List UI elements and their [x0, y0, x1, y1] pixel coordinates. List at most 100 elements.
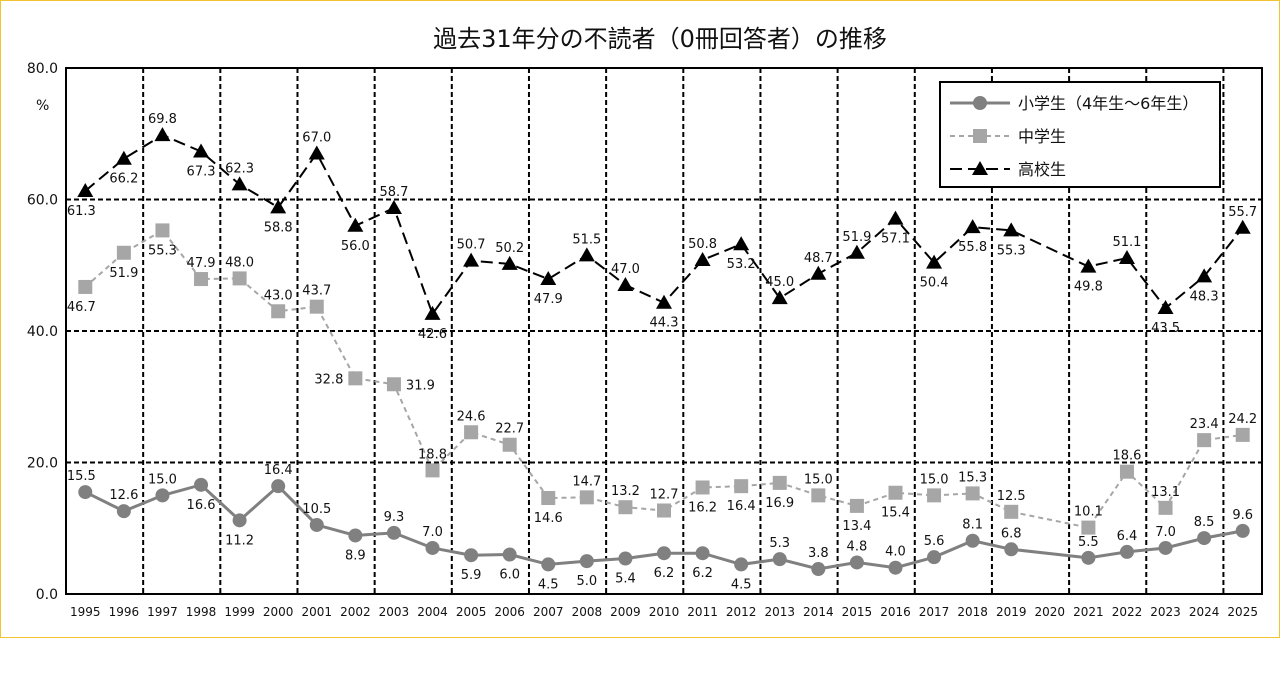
data-label: 48.3	[1190, 289, 1219, 304]
legend-label: 小学生（4年生～6年生）	[1018, 94, 1198, 113]
data-label: 22.7	[495, 422, 524, 437]
data-label: 50.4	[920, 276, 949, 291]
data-label: 47.0	[611, 262, 640, 277]
x-tick-label: 2025	[1227, 605, 1258, 619]
circle-marker	[618, 551, 633, 566]
x-tick-label: 2003	[379, 605, 410, 619]
data-label: 42.6	[418, 327, 447, 342]
triangle-marker	[887, 210, 904, 225]
data-label: 51.1	[1112, 235, 1141, 250]
legend-item: 高校生	[950, 160, 1066, 179]
square-marker	[657, 503, 671, 518]
triangle-marker	[810, 265, 827, 280]
data-label: 57.1	[881, 232, 910, 247]
chart-title: 過去31年分の不読者（0冊回答者）の推移	[433, 25, 887, 53]
x-tick-label: 2005	[456, 605, 487, 619]
series-circle	[78, 477, 1250, 577]
square-marker	[155, 223, 170, 238]
data-label: 16.4	[727, 499, 756, 514]
data-label: 69.8	[148, 112, 177, 127]
data-label: 6.2	[692, 566, 713, 581]
data-label: 58.7	[379, 185, 408, 200]
triangle-marker	[617, 276, 634, 291]
circle-marker	[965, 533, 980, 548]
y-tick-label: 20.0	[27, 456, 58, 472]
square-marker	[973, 129, 987, 143]
data-label: 14.6	[534, 511, 563, 526]
data-label: 15.4	[881, 506, 910, 521]
y-tick-label: 40.0	[27, 324, 58, 340]
triangle-marker	[771, 290, 788, 305]
square-marker	[695, 480, 710, 495]
square-marker	[618, 500, 633, 515]
circle-marker	[1158, 540, 1173, 555]
square-marker	[116, 245, 131, 260]
data-label: 5.6	[924, 534, 945, 549]
triangle-marker	[115, 150, 132, 165]
data-label: 50.2	[495, 241, 524, 256]
data-label: 8.9	[345, 548, 366, 563]
triangle-marker	[1080, 258, 1097, 273]
triangle-marker	[972, 161, 988, 175]
circle-marker	[464, 548, 479, 563]
circle-marker	[1235, 523, 1250, 538]
x-tick-label: 2002	[340, 605, 371, 619]
data-label: 14.7	[572, 474, 601, 489]
triangle-marker	[733, 236, 750, 251]
data-label: 7.0	[1155, 525, 1176, 540]
square-marker	[1004, 504, 1019, 519]
data-labels: 15.5 12.6 15.0 16.6 11.2 16.4 10.5 8.9 9.3 7.0 5.9…	[67, 112, 1257, 592]
series-line	[84, 133, 1244, 317]
triangle-marker	[308, 145, 325, 160]
square-marker	[811, 488, 826, 503]
triangle-marker	[231, 176, 248, 191]
triangle-marker	[77, 182, 94, 197]
x-tick-label: 2020	[1035, 605, 1066, 619]
square-marker	[1197, 433, 1212, 448]
circle-marker	[386, 525, 401, 540]
circle-marker	[155, 488, 170, 503]
circle-marker	[1081, 550, 1096, 565]
triangle-marker	[1157, 299, 1174, 314]
triangle-marker	[1196, 268, 1213, 283]
data-label: 4.5	[731, 577, 752, 592]
x-tick-label: 2004	[417, 605, 448, 619]
data-label: 58.8	[264, 220, 293, 235]
data-label: 5.5	[1078, 535, 1099, 550]
y-axis-unit: %	[36, 98, 49, 114]
series-layer	[77, 127, 1251, 577]
data-label: 8.1	[962, 518, 983, 533]
data-label: 9.3	[384, 510, 405, 525]
data-label: 8.5	[1194, 515, 1215, 530]
triangle-marker	[501, 255, 518, 270]
triangle-marker	[578, 247, 595, 262]
x-tick-label: 2015	[842, 605, 873, 619]
x-tick-label: 1996	[109, 605, 140, 619]
square-marker	[502, 437, 517, 452]
x-tick-label: 2009	[610, 605, 641, 619]
circle-marker	[502, 547, 517, 562]
triangle-marker	[347, 217, 364, 232]
data-label: 55.8	[958, 240, 987, 255]
data-label: 55.7	[1228, 205, 1257, 220]
circle-marker	[888, 560, 903, 575]
plot-area	[65, 67, 1263, 595]
data-label: 53.2	[727, 257, 756, 272]
data-label: 6.0	[499, 568, 520, 583]
square-marker	[1119, 464, 1134, 479]
data-label: 5.9	[461, 568, 482, 583]
triangle-marker	[1003, 222, 1020, 237]
x-ticks: 1995 1996 1997 1998 1999 2000 2001 2002 2003 2004…	[70, 605, 1258, 619]
triangle-marker	[385, 200, 402, 215]
square-marker	[772, 475, 787, 490]
data-label: 6.4	[1117, 529, 1138, 544]
x-tick-label: 2008	[572, 605, 603, 619]
circle-marker	[1197, 531, 1212, 546]
circle-marker	[973, 96, 987, 110]
square-marker	[271, 304, 286, 319]
triangle-marker	[926, 254, 943, 269]
data-label: 18.6	[1112, 449, 1141, 464]
triangle-marker	[270, 199, 287, 214]
square-marker	[1235, 427, 1250, 442]
data-label: 47.9	[187, 256, 216, 271]
